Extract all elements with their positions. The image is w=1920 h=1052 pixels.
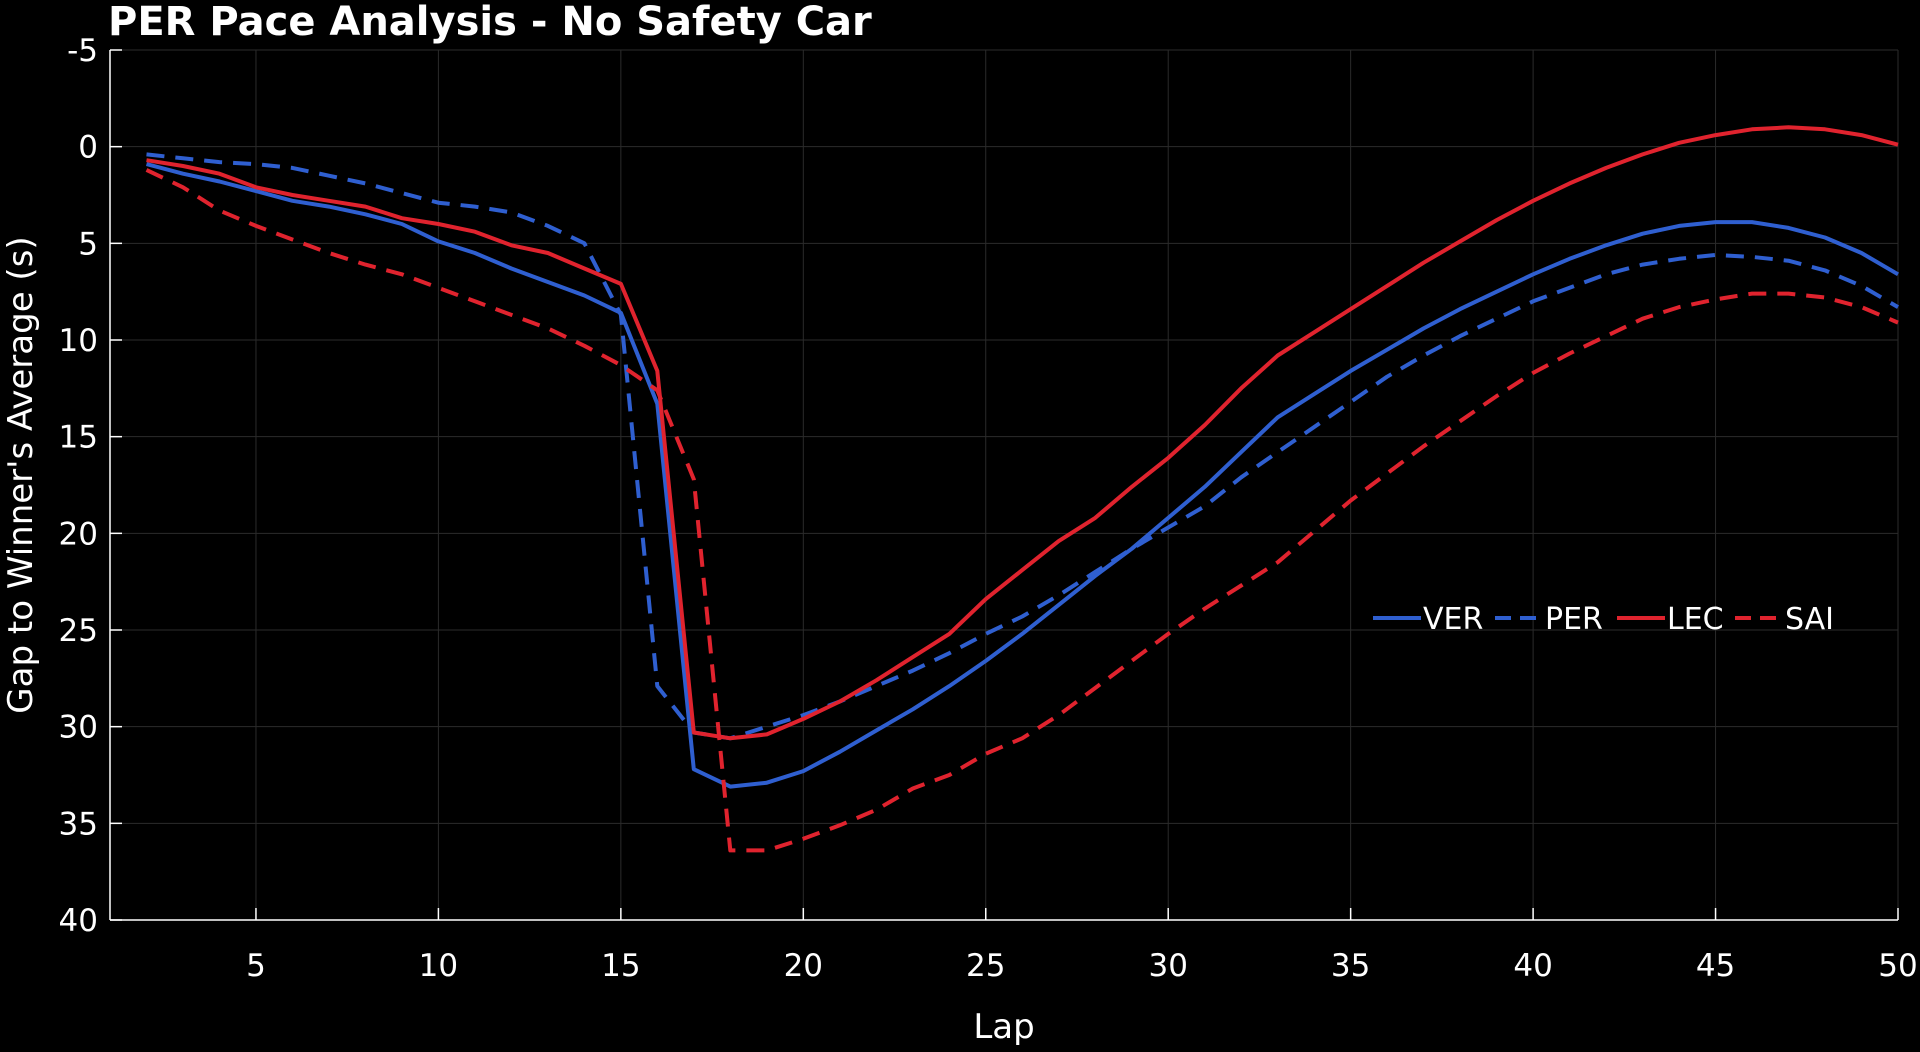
legend-label-ver: VER [1423,602,1483,637]
x-tick-label: 40 [1513,948,1552,984]
x-tick-label: 25 [966,948,1005,984]
x-tick-label: 15 [601,948,640,984]
y-tick-label: 0 [78,130,98,166]
x-axis-title: Lap [973,1007,1034,1047]
x-tick-label: 45 [1696,948,1735,984]
y-tick-label: 25 [59,613,98,649]
x-tick-label: 10 [419,948,458,984]
legend-label-lec: LEC [1667,602,1724,637]
y-tick-label: -5 [67,33,98,69]
legend-label-per: PER [1545,602,1603,637]
y-tick-label: 35 [59,806,98,842]
y-tick-label: 40 [59,903,98,939]
series-lines [145,125,1900,853]
y-tick-label: 5 [78,226,98,262]
legend-label-sai: SAI [1785,602,1834,637]
y-axis-title: Gap to Winner's Average (s) [1,236,41,713]
tick-labels: 5 10 15 20 25 30 35 40 45 50 -5 0 5 10 15 20 25 30 35 40 [59,33,1918,984]
series-line-ver [145,162,1900,789]
y-tick-label: 30 [59,710,98,746]
series-line-sai [145,168,1899,853]
series-line-per [146,152,1900,741]
grid [110,49,1899,921]
y-tick-label: 10 [59,323,98,359]
x-tick-label: 30 [1148,948,1187,984]
chart-title: PER Pace Analysis - No Safety Car [108,0,872,45]
x-tick-label: 5 [246,948,266,984]
series-line-lec [146,125,1899,741]
x-tick-label: 35 [1331,948,1370,984]
x-tick-label: 20 [784,948,823,984]
legend: VER PER LEC SAI [1373,602,1834,637]
axes [109,49,1899,921]
x-tick-label: 50 [1878,948,1917,984]
y-tick-label: 15 [59,420,98,456]
y-tick-label: 20 [59,516,98,552]
